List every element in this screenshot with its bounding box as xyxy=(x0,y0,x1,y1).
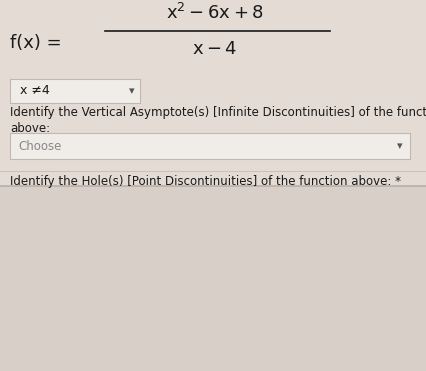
Text: Identify the Hole(s) [Point Discontinuities] of the function above: *: Identify the Hole(s) [Point Discontinuit… xyxy=(10,175,400,188)
Bar xyxy=(10,133,409,159)
Text: $\mathregular{x^2 - 6x + 8}$: $\mathregular{x^2 - 6x + 8}$ xyxy=(166,3,263,23)
Text: Choose: Choose xyxy=(18,139,61,152)
Text: above:: above: xyxy=(10,122,50,135)
Bar xyxy=(10,79,140,103)
Text: f(x) =: f(x) = xyxy=(10,34,61,52)
Bar xyxy=(0,0,426,186)
Text: $\mathregular{x - 4}$: $\mathregular{x - 4}$ xyxy=(192,40,237,58)
Text: ▾: ▾ xyxy=(396,141,402,151)
Bar xyxy=(0,186,426,371)
Text: Identify the Vertical Asymptote(s) [Infinite Discontinuities] of the function: Identify the Vertical Asymptote(s) [Infi… xyxy=(10,106,426,119)
Text: x ≠4: x ≠4 xyxy=(20,85,50,98)
Text: ▾: ▾ xyxy=(129,86,135,96)
